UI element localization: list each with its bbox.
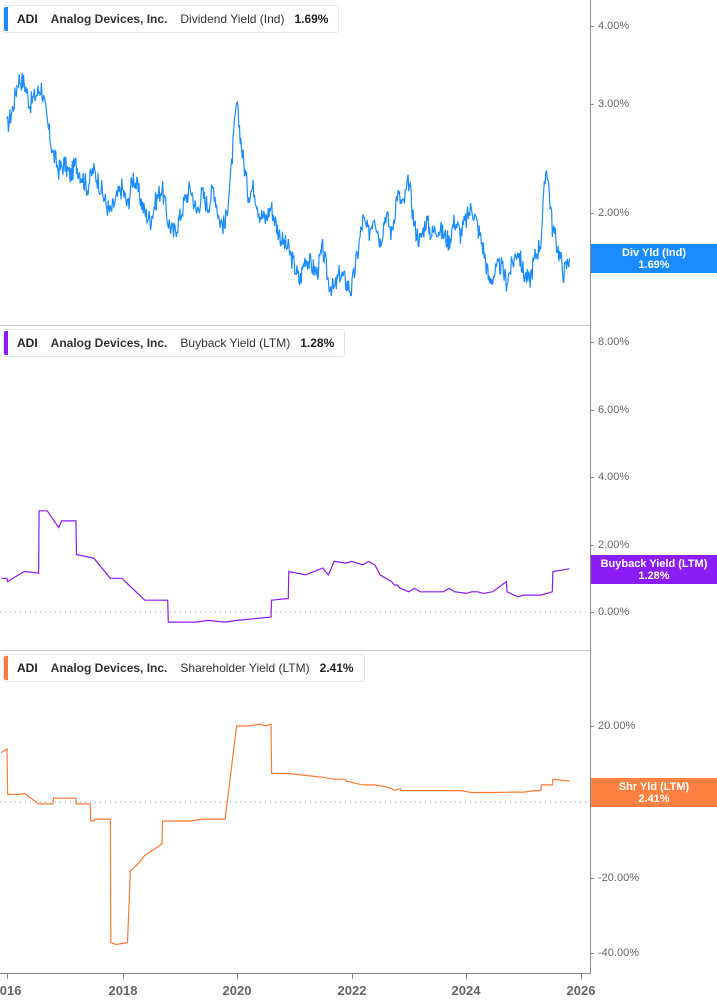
series-color-swatch (4, 7, 8, 31)
legend-ticker: ADI (17, 12, 38, 26)
y-tick-label: 2.00% (590, 207, 630, 219)
tag-label: Shr Yld (LTM) (618, 780, 690, 793)
x-tick-label: 2024 (451, 983, 481, 998)
dividend-yield-line (6, 72, 571, 297)
x-tick-mark (466, 974, 467, 979)
legend-ticker: ADI (17, 336, 38, 350)
y-tick-label: 0.00% (590, 606, 630, 618)
tag-value: 1.28% (638, 569, 670, 582)
legend-metric: Shareholder Yield (LTM) (180, 661, 310, 675)
series-color-swatch (4, 331, 8, 355)
x-tick-label: 2020 (222, 983, 252, 998)
legend-shareholder-yield[interactable]: ADI Analog Devices, Inc. Shareholder Yie… (3, 654, 365, 682)
pane-divider (0, 325, 590, 326)
tag-value: 2.41% (638, 792, 670, 805)
x-tick-mark (352, 974, 353, 979)
legend-value: 2.41% (319, 661, 354, 675)
legend-metric: Dividend Yield (Ind) (180, 12, 285, 26)
legend-value: 1.69% (294, 12, 329, 26)
last-value-tag-buyback: Buyback Yield (LTM) 1.28% (591, 555, 717, 584)
legend-company: Analog Devices, Inc. (50, 12, 168, 26)
legend-metric: Buyback Yield (LTM) (180, 336, 291, 350)
y-axis-line (590, 0, 591, 974)
series-color-swatch (4, 656, 8, 680)
x-tick-label: 2022 (337, 983, 367, 998)
x-tick-mark (7, 974, 8, 979)
y-tick-label: 6.00% (590, 404, 630, 416)
y-tick-label: 4.00% (590, 20, 630, 32)
x-axis-line (0, 973, 591, 974)
legend-company: Analog Devices, Inc. (50, 661, 168, 675)
x-tick-mark (581, 974, 582, 979)
last-value-tag-shareholder: Shr Yld (LTM) 2.41% (591, 778, 717, 807)
x-tick-mark (123, 974, 124, 979)
y-tick-label: 4.00% (590, 471, 630, 483)
buyback-yield-line (1, 510, 570, 623)
x-tick-label: 2016 (0, 983, 22, 998)
shareholder-yield-line (0, 723, 570, 946)
y-tick-label: -40.00% (591, 947, 639, 959)
last-value-tag-dividend: Div Yld (Ind) 1.69% (591, 244, 717, 273)
legend-dividend-yield[interactable]: ADI Analog Devices, Inc. Dividend Yield … (3, 5, 340, 33)
tag-value: 1.69% (638, 258, 670, 271)
legend-value: 1.28% (300, 336, 335, 350)
y-tick-label: 2.00% (590, 539, 630, 551)
tag-label: Div Yld (Ind) (622, 246, 686, 259)
legend-company: Analog Devices, Inc. (50, 336, 168, 350)
y-tick-label: -20.00% (591, 872, 639, 884)
pane-divider (0, 650, 590, 651)
tag-label: Buyback Yield (LTM) (600, 557, 708, 570)
x-tick-label: 2026 (566, 983, 596, 998)
y-tick-label: 3.00% (590, 98, 630, 110)
y-tick-label: 8.00% (590, 336, 630, 348)
legend-ticker: ADI (17, 661, 38, 675)
x-tick-mark (237, 974, 238, 979)
legend-buyback-yield[interactable]: ADI Analog Devices, Inc. Buyback Yield (… (3, 329, 346, 357)
y-tick-label: 20.00% (590, 720, 636, 732)
x-tick-label: 2018 (108, 983, 138, 998)
